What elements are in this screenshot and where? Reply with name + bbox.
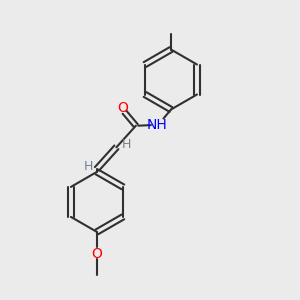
Text: O: O: [118, 101, 128, 115]
Text: H: H: [84, 160, 93, 173]
Text: O: O: [92, 247, 102, 260]
Text: H: H: [121, 138, 131, 152]
Text: NH: NH: [147, 118, 168, 132]
